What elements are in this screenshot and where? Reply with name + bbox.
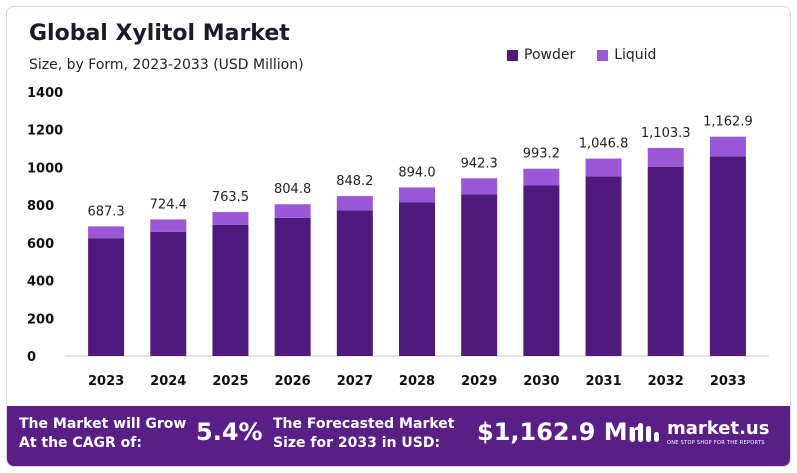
bar-powder-2027 [336, 210, 373, 356]
bar-liquid-2033 [709, 136, 746, 157]
bar-liquid-2029 [461, 178, 498, 195]
x-tick-label-2026: 2026 [275, 374, 311, 389]
y-tick-label: 1000 [27, 161, 63, 176]
chart-frame: Global Xylitol Market Size, by Form, 202… [6, 6, 791, 467]
brand-name: market.us [667, 418, 770, 439]
data-label-2025: 763.5 [212, 190, 249, 205]
y-tick-label: 400 [27, 275, 54, 290]
bar-powder-2030 [523, 185, 560, 356]
bar-powder-2029 [461, 194, 498, 356]
x-tick-label-2029: 2029 [461, 374, 497, 389]
data-label-2026: 804.8 [274, 182, 311, 197]
market-us-logo-icon [630, 423, 659, 442]
legend: Powder Liquid [507, 47, 656, 63]
bar-powder-2023 [88, 238, 125, 356]
x-tick-label-2028: 2028 [399, 374, 435, 389]
brand-tagline: ONE STOP SHOP FOR THE REPORTS [667, 440, 765, 446]
y-tick-label: 800 [27, 199, 54, 214]
cagr-label: The Market will Grow At the CAGR of: [19, 416, 187, 451]
bar-powder-2031 [585, 176, 622, 356]
footer-banner: The Market will Grow At the CAGR of: 5.4… [7, 406, 790, 466]
bar-powder-2024 [150, 231, 187, 356]
chart-subtitle: Size, by Form, 2023-2033 (USD Million) [29, 57, 304, 73]
x-tick-label-2025: 2025 [212, 374, 248, 389]
bar-liquid-2026 [274, 204, 311, 218]
legend-label-powder: Powder [524, 47, 576, 63]
data-label-2033: 1,162.9 [703, 115, 753, 130]
bar-liquid-2028 [399, 187, 435, 203]
x-tick-label-2030: 2030 [523, 374, 559, 389]
legend-item-liquid: Liquid [597, 47, 656, 63]
forecast-value: $1,162.9 Mn [477, 418, 645, 446]
bar-powder-2032 [647, 166, 684, 356]
bar-liquid-2032 [647, 147, 684, 167]
chart-title: Global Xylitol Market [29, 21, 290, 46]
bar-powder-2028 [399, 202, 435, 356]
legend-swatch-powder [507, 49, 518, 61]
y-tick-label: 600 [27, 237, 54, 252]
x-tick-label-2032: 2032 [648, 374, 684, 389]
data-label-2029: 942.3 [461, 156, 498, 171]
bar-liquid-2023 [88, 226, 125, 239]
bar-liquid-2027 [336, 196, 373, 211]
data-label-2027: 848.2 [336, 174, 373, 189]
bar-chart: 0 200 400 600 800 1000 1200 1400 687.3 2023 724.4 2… [27, 86, 769, 389]
bar-liquid-2031 [585, 158, 622, 177]
x-tick-label-2023: 2023 [88, 374, 124, 389]
bar-powder-2025 [212, 224, 249, 356]
data-label-2031: 1,046.8 [579, 137, 629, 152]
data-label-2024: 724.4 [150, 197, 187, 212]
legend-item-powder: Powder [507, 47, 575, 63]
forecast-label: The Forecasted Market Size for 2033 in U… [273, 416, 455, 451]
cagr-value: 5.4% [196, 418, 263, 446]
x-tick-label-2027: 2027 [337, 374, 373, 389]
x-tick-label-2031: 2031 [585, 374, 621, 389]
legend-swatch-liquid [597, 49, 609, 61]
brand-logo: market.us ONE STOP SHOP FOR THE REPORTS [629, 418, 769, 446]
x-tick-label-2024: 2024 [150, 374, 186, 389]
bar-liquid-2024 [150, 219, 187, 232]
y-tick-label: 1200 [27, 124, 63, 139]
bar-liquid-2025 [212, 212, 249, 225]
data-label-2030: 993.2 [523, 147, 560, 162]
y-tick-label: 1400 [27, 86, 63, 101]
y-tick-label: 0 [27, 350, 36, 365]
legend-label-liquid: Liquid [614, 47, 657, 63]
data-label-2032: 1,103.3 [641, 126, 691, 141]
bar-powder-2033 [709, 156, 746, 356]
x-tick-label-2033: 2033 [710, 374, 746, 389]
data-label-2023: 687.3 [87, 204, 124, 219]
y-tick-label: 200 [27, 312, 54, 327]
bar-powder-2026 [274, 217, 311, 356]
data-label-2028: 894.0 [398, 165, 435, 180]
bar-liquid-2030 [523, 168, 560, 186]
